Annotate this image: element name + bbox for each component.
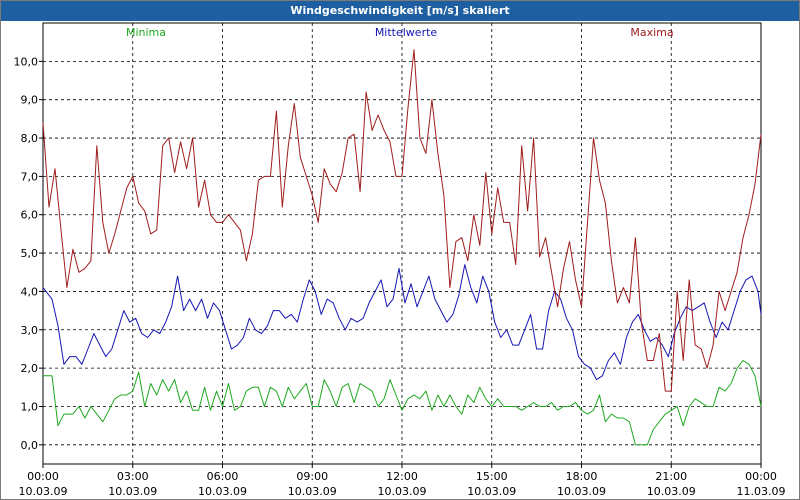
x-tick-label-time: 09:00 bbox=[296, 470, 328, 483]
legend-maxima: Maxima bbox=[630, 26, 673, 39]
x-tick-label-time: 00:00 bbox=[27, 470, 59, 483]
y-tick-label: 9,0 bbox=[21, 94, 39, 107]
x-tick-label-time: 15:00 bbox=[476, 470, 508, 483]
x-tick-label-date: 10.03.09 bbox=[198, 485, 247, 498]
y-tick-label: 7,0 bbox=[21, 170, 39, 183]
x-tick-label-date: 10.03.09 bbox=[378, 485, 427, 498]
x-tick-label-time: 03:00 bbox=[117, 470, 149, 483]
chart-area: 0,0 1,0 2,0 3,0 4,0 5,0 6,0 7,0 8,0 9,0 10,0 00:00 1… bbox=[14, 22, 786, 498]
y-tick-label: 5,0 bbox=[21, 247, 39, 260]
series-line-maxima bbox=[42, 49, 762, 392]
y-tick-label: 3,0 bbox=[21, 324, 39, 337]
x-tick-label-date: 10.03.09 bbox=[288, 485, 337, 498]
x-tick-label-date: 10.03.09 bbox=[647, 485, 696, 498]
x-tick-label-time: 12:00 bbox=[386, 470, 418, 483]
x-tick-label-time: 00:00 bbox=[745, 470, 777, 483]
y-tick-label: 0,0 bbox=[21, 439, 39, 452]
series-line-mittelwerte bbox=[42, 264, 762, 381]
y-tick-label: 6,0 bbox=[21, 209, 39, 222]
y-tick-label: 4,0 bbox=[21, 285, 39, 298]
x-tick-label-date: 10.03.09 bbox=[108, 485, 157, 498]
legend-minima: Minima bbox=[126, 26, 166, 39]
x-tick-label-date: 10.03.09 bbox=[467, 485, 516, 498]
window-title: Windgeschwindigkeit [m/s] skaliert bbox=[1, 1, 799, 21]
legend-mittelwerte: Mittelwerte bbox=[375, 26, 438, 39]
y-tick-label: 10,0 bbox=[14, 55, 39, 68]
y-tick-label: 2,0 bbox=[21, 362, 39, 375]
x-tick-label-time: 21:00 bbox=[655, 470, 687, 483]
x-tick-label-date: 10.03.09 bbox=[19, 485, 68, 498]
x-tick-label-time: 06:00 bbox=[207, 470, 239, 483]
series-line-minima bbox=[43, 360, 762, 446]
x-tick-label-time: 18:00 bbox=[566, 470, 598, 483]
y-tick-label: 8,0 bbox=[21, 132, 39, 145]
x-tick-label-date: 10.03.09 bbox=[557, 485, 606, 498]
y-tick-label: 1,0 bbox=[21, 400, 39, 413]
x-tick-label-date: 11.03.09 bbox=[737, 485, 786, 498]
